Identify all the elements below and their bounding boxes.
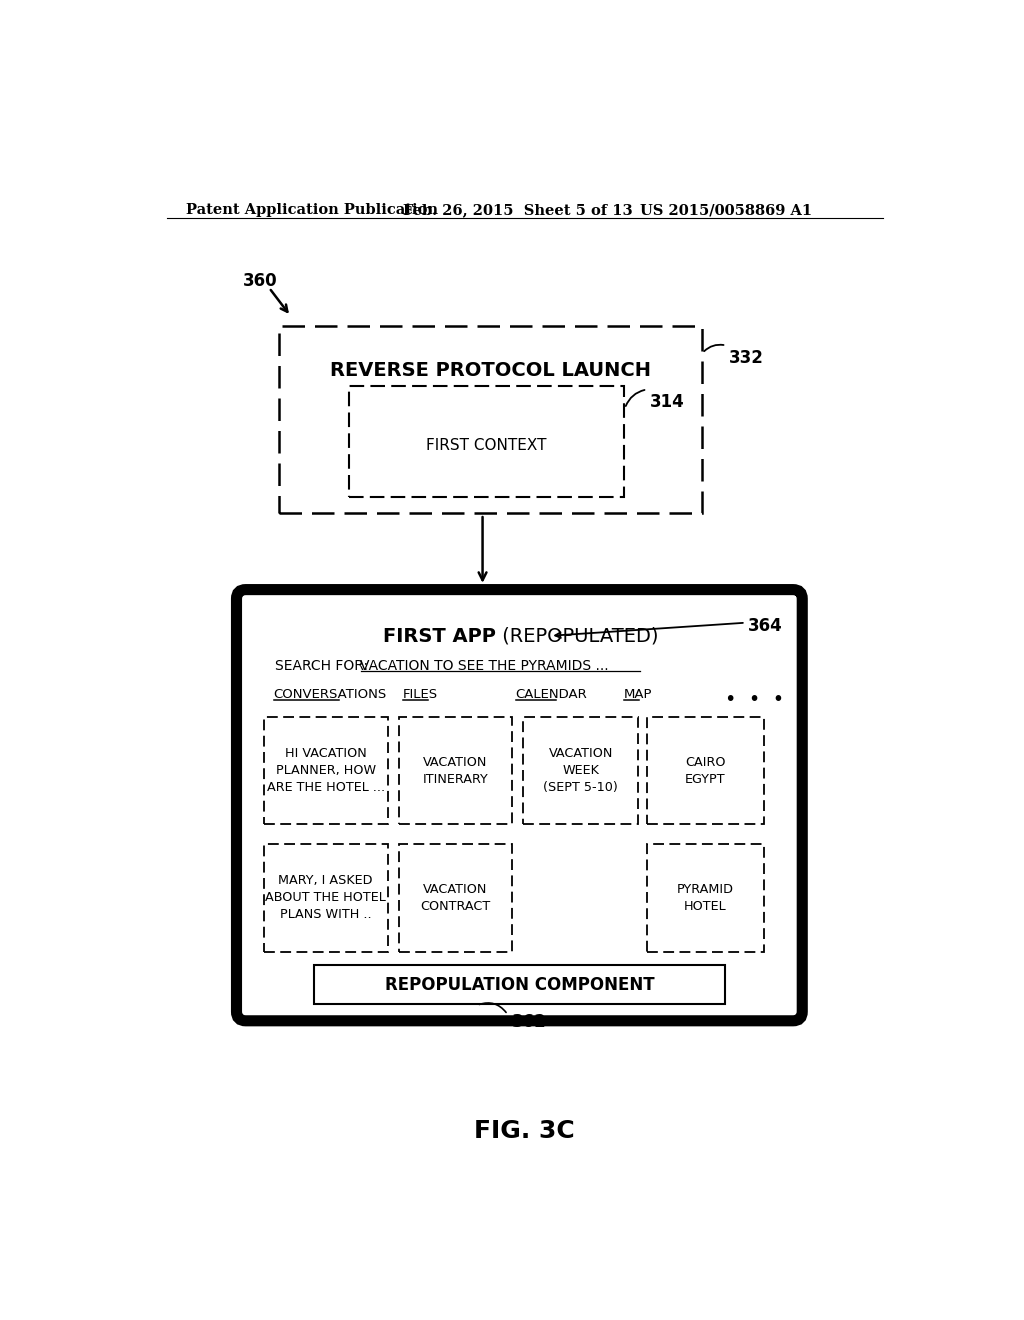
Text: CONVERSATIONS: CONVERSATIONS <box>273 688 387 701</box>
Text: 362: 362 <box>512 1014 547 1031</box>
Text: MAP: MAP <box>624 688 652 701</box>
Bar <box>263 843 388 952</box>
Text: PYRAMID
HOTEL: PYRAMID HOTEL <box>677 883 734 912</box>
Text: Patent Application Publication: Patent Application Publication <box>186 203 438 216</box>
Bar <box>647 717 764 825</box>
Text: FILES: FILES <box>403 688 438 701</box>
Text: VACATION
WEEK
(SEPT 5-10): VACATION WEEK (SEPT 5-10) <box>543 747 617 795</box>
Text: MARY, I ASKED
ABOUT THE HOTEL
PLANS WITH ..: MARY, I ASKED ABOUT THE HOTEL PLANS WITH… <box>265 874 386 921</box>
Text: VACATION
CONTRACT: VACATION CONTRACT <box>420 883 490 912</box>
Text: 314: 314 <box>649 393 684 412</box>
Text: •  •  •: • • • <box>725 689 784 709</box>
FancyBboxPatch shape <box>237 590 802 1020</box>
Text: CAIRO
EGYPT: CAIRO EGYPT <box>685 755 726 785</box>
Bar <box>399 843 512 952</box>
Text: REPOPULATION COMPONENT: REPOPULATION COMPONENT <box>385 975 654 994</box>
Bar <box>647 843 764 952</box>
Text: REVERSE PROTOCOL LAUNCH: REVERSE PROTOCOL LAUNCH <box>330 360 651 380</box>
Bar <box>349 385 624 498</box>
Text: FIRST CONTEXT: FIRST CONTEXT <box>426 438 547 453</box>
Text: VACATION
ITINERARY: VACATION ITINERARY <box>423 755 488 785</box>
Text: HI VACATION
PLANNER, HOW
ARE THE HOTEL ...: HI VACATION PLANNER, HOW ARE THE HOTEL .… <box>266 747 385 795</box>
Text: 360: 360 <box>243 272 278 290</box>
Text: US 2015/0058869 A1: US 2015/0058869 A1 <box>640 203 812 216</box>
Text: Feb. 26, 2015  Sheet 5 of 13: Feb. 26, 2015 Sheet 5 of 13 <box>403 203 633 216</box>
Text: (REPOPULATED): (REPOPULATED) <box>496 627 658 645</box>
Text: 332: 332 <box>729 350 764 367</box>
Bar <box>523 717 638 825</box>
Text: 364: 364 <box>748 616 782 635</box>
Text: CALENDAR: CALENDAR <box>515 688 587 701</box>
Bar <box>314 965 725 1003</box>
Bar <box>399 717 512 825</box>
Text: FIG. 3C: FIG. 3C <box>474 1119 575 1143</box>
Text: FIRST APP: FIRST APP <box>383 627 496 645</box>
Text: SEARCH FOR:: SEARCH FOR: <box>275 659 369 673</box>
Bar <box>263 717 388 825</box>
Text: VACATION TO SEE THE PYRAMIDS ...: VACATION TO SEE THE PYRAMIDS ... <box>360 659 609 673</box>
Bar <box>280 326 701 512</box>
